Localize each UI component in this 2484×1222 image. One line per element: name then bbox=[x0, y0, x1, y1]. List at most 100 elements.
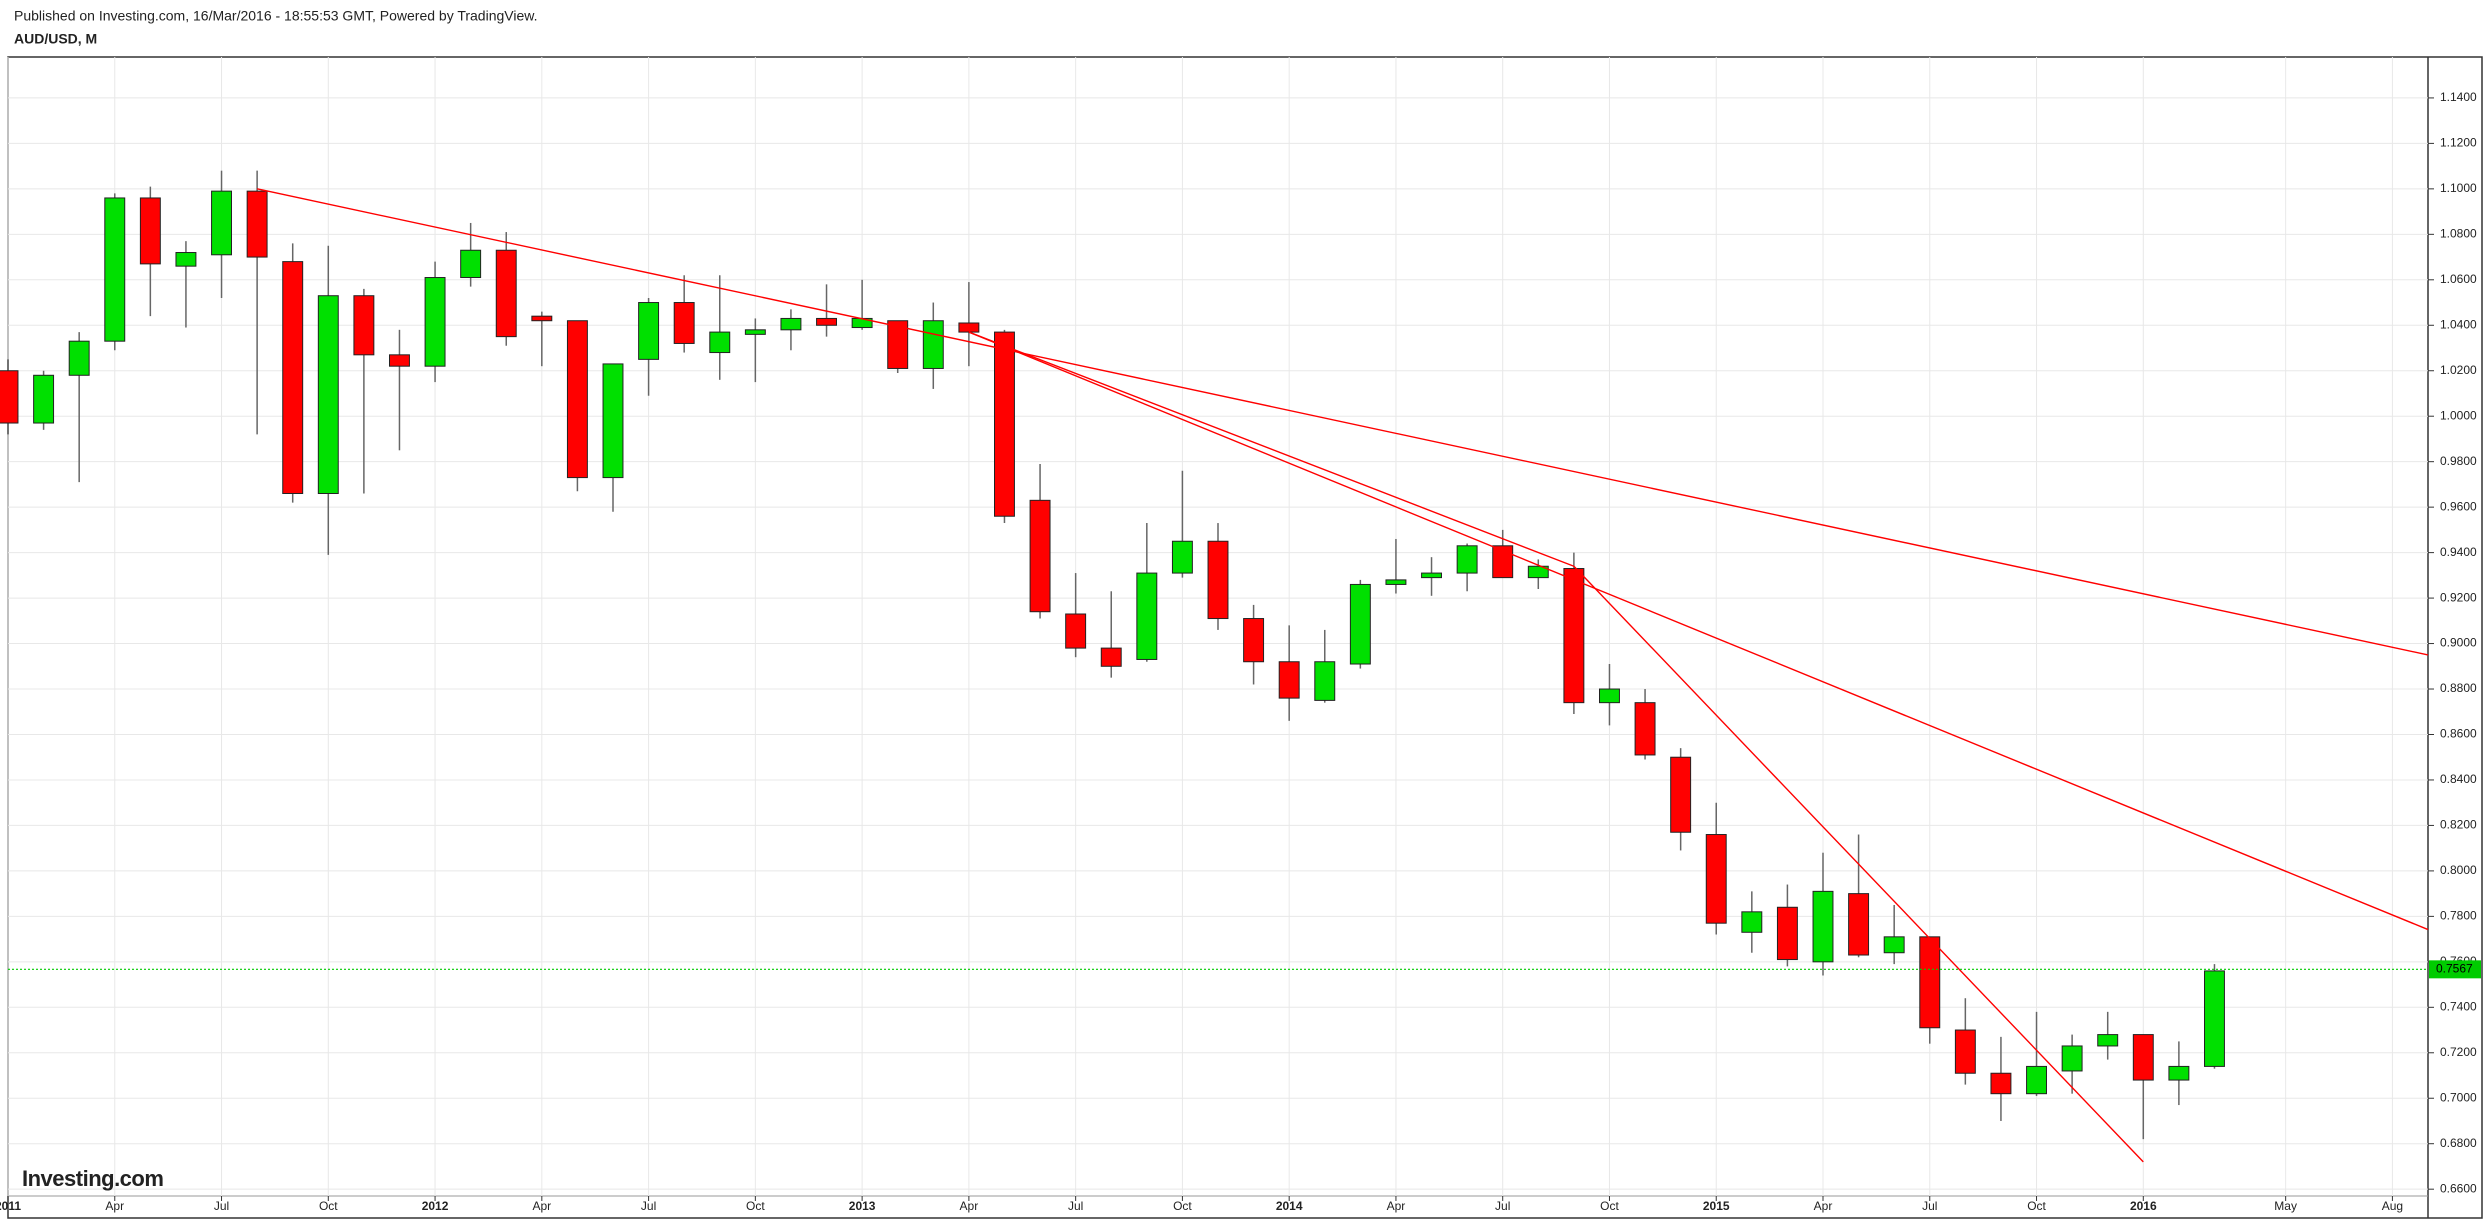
x-tick-label: Apr bbox=[105, 1199, 124, 1213]
candle-body bbox=[780, 317, 802, 331]
y-tick-label: 0.8400 bbox=[2440, 772, 2477, 786]
y-tick-label: 1.0600 bbox=[2440, 272, 2477, 286]
plot: 0.66000.68000.70000.72000.74000.76000.78… bbox=[0, 57, 2481, 1213]
candle-body bbox=[602, 363, 624, 479]
candle-body bbox=[709, 331, 731, 354]
y-tick-label: 0.8000 bbox=[2440, 863, 2477, 877]
candle-body bbox=[2132, 1034, 2154, 1081]
candle-body bbox=[816, 317, 837, 326]
candle-body bbox=[139, 197, 161, 265]
x-tick-label: 2015 bbox=[1703, 1199, 1730, 1213]
candle-body bbox=[1421, 572, 1442, 579]
candle-body bbox=[2168, 1065, 2190, 1081]
candle-body bbox=[1385, 579, 1407, 585]
candle-body bbox=[68, 340, 90, 376]
candle-body bbox=[1136, 572, 1158, 660]
candle-body bbox=[1029, 499, 1051, 613]
y-tick-label: 0.8800 bbox=[2440, 681, 2477, 695]
x-tick-label: 2016 bbox=[2130, 1199, 2157, 1213]
candle-body bbox=[958, 322, 980, 333]
candle-body bbox=[1670, 756, 1692, 833]
candle-body bbox=[389, 354, 410, 367]
candle-body bbox=[211, 190, 232, 256]
trendline bbox=[968, 331, 2429, 931]
candle-body bbox=[1527, 565, 1549, 579]
x-tick-label: Oct bbox=[1173, 1199, 1192, 1213]
x-tick-label: 2014 bbox=[1276, 1199, 1303, 1213]
y-tick-label: 0.7400 bbox=[2440, 999, 2477, 1013]
candle-body bbox=[1314, 661, 1336, 701]
y-tick-label: 1.1200 bbox=[2440, 136, 2477, 150]
x-tick-label: Apr bbox=[1387, 1199, 1406, 1213]
candle-body bbox=[2204, 970, 2225, 1067]
candle-body bbox=[638, 302, 660, 360]
candle-body bbox=[1492, 545, 1514, 579]
candle-body bbox=[1599, 688, 1620, 704]
candle-body bbox=[1065, 613, 1087, 649]
candle-body bbox=[317, 295, 339, 495]
last-price-box bbox=[2429, 960, 2481, 979]
candle-body bbox=[1705, 834, 1727, 924]
y-tick-label: 0.9200 bbox=[2440, 590, 2477, 604]
x-tick-label: Jul bbox=[1495, 1199, 1510, 1213]
candle-body bbox=[2097, 1034, 2119, 1047]
chart-title: AUD/USD, M bbox=[14, 31, 97, 47]
trendline bbox=[968, 331, 1575, 567]
y-tick-label: 0.8600 bbox=[2440, 727, 2477, 741]
candle-body bbox=[673, 302, 695, 344]
x-tick-label: Oct bbox=[2027, 1199, 2046, 1213]
candle-body bbox=[1919, 936, 1941, 1029]
candle-body bbox=[1243, 618, 1265, 663]
last-price-label: 0.7567 bbox=[2436, 962, 2473, 976]
candle-body bbox=[1848, 893, 1870, 956]
candle-body bbox=[1776, 906, 1798, 961]
x-tick-label: Apr bbox=[532, 1199, 551, 1213]
x-tick-label: Apr bbox=[960, 1199, 979, 1213]
candle-body bbox=[282, 261, 304, 495]
x-tick-label: Oct bbox=[319, 1199, 338, 1213]
y-tick-label: 0.7800 bbox=[2440, 909, 2477, 923]
y-tick-label: 1.0400 bbox=[2440, 317, 2477, 331]
candle-body bbox=[175, 252, 197, 267]
x-tick-label: May bbox=[2274, 1199, 2297, 1213]
candle-body bbox=[531, 315, 553, 322]
candle-body bbox=[246, 190, 268, 258]
candle-body bbox=[566, 320, 588, 479]
candle-body bbox=[1634, 702, 1656, 756]
trendline bbox=[1573, 565, 2144, 1163]
y-tick-label: 1.1400 bbox=[2440, 90, 2477, 104]
x-tick-label: Apr bbox=[1814, 1199, 1833, 1213]
candle-body bbox=[1741, 911, 1763, 933]
trendline bbox=[256, 188, 2429, 656]
watermark: Investing.com bbox=[22, 1166, 163, 1191]
chart-subtitle: Published on Investing.com, 16/Mar/2016 … bbox=[14, 8, 537, 24]
candle-body bbox=[1171, 540, 1193, 574]
candle-body bbox=[1883, 936, 1905, 954]
candle-body bbox=[1812, 890, 1834, 963]
candle-body bbox=[1349, 583, 1371, 665]
y-tick-label: 1.0000 bbox=[2440, 408, 2477, 422]
candle-body bbox=[353, 295, 375, 356]
candle-body bbox=[1563, 568, 1585, 704]
candle-body bbox=[994, 331, 1015, 517]
candle-body bbox=[1278, 661, 1300, 699]
candle-body bbox=[1990, 1072, 2012, 1095]
candle-body bbox=[0, 370, 19, 424]
candle-body bbox=[1207, 540, 1229, 620]
x-tick-label: Jul bbox=[214, 1199, 229, 1213]
x-tick-label: 2011 bbox=[0, 1199, 21, 1213]
y-tick-label: 0.6800 bbox=[2440, 1136, 2477, 1150]
y-tick-label: 0.8200 bbox=[2440, 818, 2477, 832]
y-tick-label: 1.0200 bbox=[2440, 363, 2477, 377]
y-tick-label: 0.9000 bbox=[2440, 636, 2477, 650]
y-tick-label: 0.9600 bbox=[2440, 499, 2477, 513]
candle-body bbox=[424, 277, 446, 367]
x-tick-label: Jul bbox=[641, 1199, 656, 1213]
candle-body bbox=[744, 329, 766, 335]
candle-body bbox=[1954, 1029, 1976, 1074]
x-tick-label: Aug bbox=[2382, 1199, 2403, 1213]
y-tick-label: 0.7200 bbox=[2440, 1045, 2477, 1059]
x-tick-label: Oct bbox=[746, 1199, 765, 1213]
y-tick-label: 0.6600 bbox=[2440, 1181, 2477, 1195]
